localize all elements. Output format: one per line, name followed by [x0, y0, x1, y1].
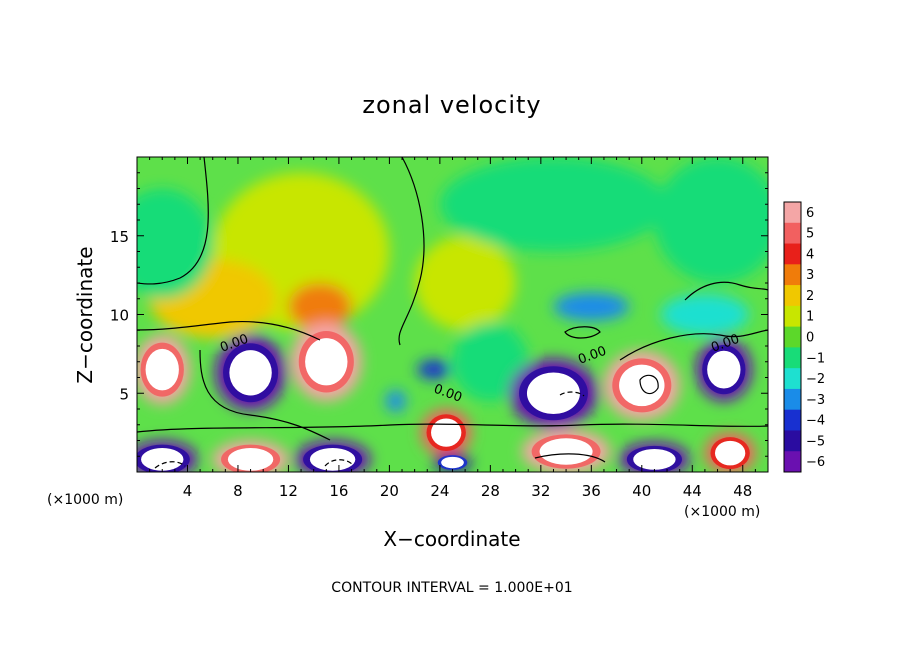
- colorbar-label: −3: [806, 393, 825, 408]
- colorbar-label: −4: [806, 414, 825, 429]
- x-tick-label: 44: [683, 482, 702, 500]
- chart-title: zonal velocity: [362, 91, 541, 119]
- colorbar-label: 2: [806, 289, 814, 304]
- colorbar-swatch: [784, 451, 801, 473]
- y-tick-label: 10: [110, 307, 129, 325]
- colorbar-swatch: [784, 430, 801, 452]
- x-tick-label: 28: [481, 482, 500, 500]
- colorbar-label: −5: [806, 434, 825, 449]
- colorbar-swatch: [784, 202, 801, 224]
- zero-contour-line: [619, 329, 768, 361]
- colorbar-label: −2: [806, 372, 825, 387]
- negative-contour-line: [324, 459, 353, 467]
- colorbar-label: −6: [806, 455, 825, 470]
- x-tick-label: 20: [380, 482, 399, 500]
- colorbar-label: −1: [806, 351, 825, 366]
- zero-contour-line: [137, 423, 768, 433]
- field-blob-core: [431, 418, 462, 447]
- field-blob: [137, 188, 213, 299]
- field-blob-core: [305, 338, 348, 386]
- colorbar-swatch: [784, 285, 801, 307]
- contour-interval-footer: CONTOUR INTERVAL = 1.000E+01: [331, 580, 572, 596]
- field-blob-core: [227, 448, 274, 471]
- field-blob-core: [526, 372, 580, 415]
- field-blob: [660, 294, 750, 335]
- zero-contour-line: [564, 326, 601, 339]
- colorbar-label: 1: [806, 310, 814, 325]
- x-axis: 4 8 12 16 20 24 28 32 36 40 44 48: [149, 157, 756, 500]
- colorbar-swatch: [784, 305, 801, 328]
- x-tick-label: 32: [531, 482, 550, 500]
- colorbar-label: 6: [806, 206, 814, 221]
- field-blob-core: [145, 348, 179, 391]
- field-blob: [654, 157, 768, 283]
- colorbar-frame: [783, 201, 802, 473]
- colorbar-swatch: [784, 326, 801, 348]
- colorbar-swatch: [784, 388, 801, 411]
- field-blob-core: [633, 449, 676, 470]
- colorbar-swatch: [784, 243, 801, 265]
- field-blob-core: [714, 440, 746, 466]
- zero-contour-line: [137, 321, 321, 341]
- field-blob: [553, 292, 630, 321]
- x-axis-label: X−coordinate: [383, 527, 520, 551]
- field-blob: [414, 235, 516, 331]
- y-tick-label: 15: [110, 228, 129, 246]
- field-blob-core: [141, 448, 184, 471]
- colorbar-label: 0: [806, 331, 814, 346]
- x-tick-label: 48: [733, 482, 752, 500]
- negative-contour-line: [154, 461, 186, 469]
- field-blob: [288, 283, 352, 331]
- colorbar-swatch: [784, 368, 801, 390]
- zero-contour-line: [639, 374, 659, 395]
- x-tick-label: 12: [279, 482, 298, 500]
- field-blob-core: [229, 350, 272, 396]
- x-tick-label: 36: [582, 482, 601, 500]
- colorbar-label: 4: [806, 247, 814, 262]
- colorbar-swatch: [784, 347, 801, 369]
- field-blob-core: [707, 350, 741, 389]
- x-tick-label: 8: [233, 482, 243, 500]
- field-blob-core: [619, 364, 665, 407]
- colorbar-label: 5: [806, 227, 814, 242]
- x-tick-label: 4: [183, 482, 193, 500]
- zero-contour-line: [684, 281, 768, 301]
- zero-contour-line: [199, 349, 331, 441]
- field-blob: [452, 322, 529, 402]
- x-tick-label: 40: [632, 482, 651, 500]
- field-blob-core: [539, 438, 593, 465]
- zero-contour-line: [137, 157, 209, 285]
- x-unit-left: (×1000 m): [47, 492, 123, 508]
- y-tick-label: 5: [119, 385, 129, 403]
- colorbar-swatch: [784, 264, 801, 286]
- field-blob: [385, 390, 406, 413]
- colorbar-swatch: [784, 222, 801, 245]
- colorbar: 6 5 4 3 2 1 0 −1 −2 −3 −4 −5 −6: [783, 201, 825, 473]
- field-blob-core: [441, 456, 464, 469]
- y-axis-label: Z−coordinate: [73, 246, 97, 383]
- x-tick-label: 24: [430, 482, 449, 500]
- zero-contour-line: [398, 157, 425, 346]
- colorbar-swatch: [784, 409, 801, 431]
- field-blob: [439, 157, 668, 252]
- colorbar-label: 3: [806, 268, 814, 283]
- x-tick-label: 16: [329, 482, 348, 500]
- plot-area: 0.00 0.00 0.00 0.00 4 8 12 16 20 24 28 32 36 40 44…: [110, 156, 769, 500]
- field-blob: [417, 360, 450, 380]
- x-unit-right: (×1000 m): [684, 504, 760, 520]
- field-blob-core: [309, 448, 356, 471]
- negative-contour-line: [559, 391, 585, 397]
- contour-line: [534, 453, 606, 463]
- y-axis: 5 10 15: [110, 172, 768, 457]
